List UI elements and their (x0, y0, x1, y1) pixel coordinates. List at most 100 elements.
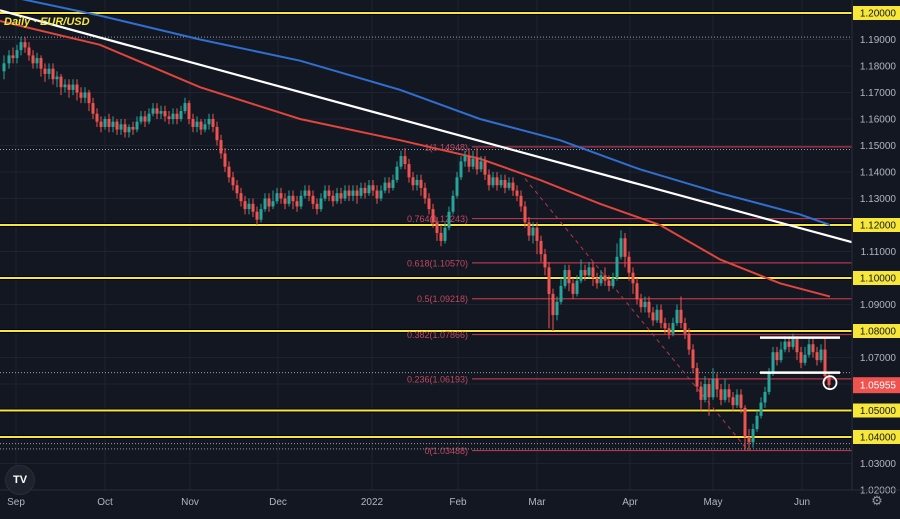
candle-body (279, 193, 283, 199)
moving-averages[interactable] (0, 0, 831, 298)
fib-label-0-236: 0.236(1.06193) (407, 374, 468, 384)
candle-body (87, 92, 91, 104)
sma-red-line[interactable] (0, 19, 831, 298)
candle-body (503, 179, 507, 188)
candle-body (167, 116, 171, 119)
candle-body (275, 193, 279, 202)
candle-body (459, 161, 463, 178)
candle-body (483, 161, 487, 175)
fib-label-0-5: 0.5(1.09218) (417, 294, 468, 304)
candle-body (647, 301, 651, 313)
price-tick-label: 1.19000 (860, 35, 897, 46)
tradingview-logo[interactable]: TV (5, 465, 35, 495)
candle-body (251, 203, 255, 212)
candle-body (759, 402, 763, 416)
candle-body (19, 42, 23, 51)
time-axis-background[interactable] (0, 490, 852, 514)
time-tick-jun: Jun (794, 497, 810, 508)
candle-body (227, 166, 231, 178)
candle-body (739, 394, 743, 408)
candle-body (579, 270, 583, 281)
candle-body (155, 108, 159, 114)
candle-body (303, 190, 307, 196)
candle-body (427, 198, 431, 210)
candle-body (271, 201, 275, 207)
candle-body (335, 193, 339, 202)
candle-body (323, 190, 327, 199)
candle-body (163, 111, 167, 117)
candle-body (339, 193, 343, 199)
candle-body (111, 121, 115, 127)
candle-body (183, 103, 187, 112)
candle-body (523, 206, 527, 223)
candle-body (403, 156, 407, 165)
candle-body (527, 222, 531, 236)
time-tick-nov: Nov (181, 497, 199, 508)
candle-body (583, 270, 587, 276)
time-axis[interactable]: Sep Oct Nov Dec 2022 Feb Mar Apr May Jun (7, 497, 810, 508)
price-axis-background[interactable] (852, 0, 900, 514)
candle-body (243, 201, 247, 210)
candle-body (811, 344, 815, 353)
candle-body (91, 103, 95, 114)
candle-body (783, 341, 787, 350)
candle-body (383, 182, 387, 191)
price-tick-label: 1.14000 (860, 168, 897, 179)
current-price-badge (853, 377, 900, 394)
candle-body (823, 349, 827, 377)
candle-body (219, 140, 223, 154)
fib-label-1: 1(1.14948) (424, 142, 468, 152)
chart-legend[interactable]: Daily · EUR/USD (4, 16, 90, 28)
fib-label-0: 0(1.03488) (424, 446, 468, 456)
candle-body (591, 267, 595, 278)
candle-body (135, 121, 139, 130)
candle-body (507, 182, 511, 188)
candle-body (439, 232, 443, 241)
candle-body (2, 63, 6, 72)
gear-icon[interactable]: ⚙ (871, 493, 883, 508)
candle-body (63, 84, 67, 88)
trendline-white[interactable] (0, 9, 853, 244)
support-resistance-levels[interactable] (0, 11, 852, 439)
candle-body (179, 111, 183, 119)
price-tick-label: 1.20000 (860, 9, 897, 20)
fibonacci-trend-diagonal[interactable] (524, 178, 749, 451)
candle-body (467, 156, 471, 167)
candle-body (103, 119, 107, 127)
candle-body (259, 209, 263, 220)
circle-marker[interactable] (822, 375, 838, 391)
candle-body (667, 328, 671, 334)
candle-body (815, 352, 819, 361)
candle-body (771, 352, 775, 374)
candle-body (295, 201, 299, 207)
candle-body (123, 124, 127, 133)
candle-body (235, 185, 239, 194)
candle-body (743, 407, 747, 437)
candle-body (115, 121, 119, 130)
sma-blue-line[interactable] (0, 0, 831, 226)
candle-body (55, 76, 59, 80)
fib-diagonal-line[interactable] (524, 178, 749, 451)
breakdown-circle-marker[interactable] (822, 375, 838, 391)
candle-body (367, 185, 371, 194)
candle-body (131, 126, 135, 130)
candle-body (675, 309, 679, 324)
descending-trendline[interactable] (0, 9, 853, 244)
candle-body (499, 179, 503, 186)
candle-body (35, 58, 39, 64)
candle-body (287, 195, 291, 204)
candle-body (707, 384, 711, 398)
candle-body (171, 113, 175, 119)
candle-body (819, 349, 823, 361)
candle-body (495, 177, 499, 186)
candle-body (343, 190, 347, 199)
candle-body (51, 68, 55, 80)
candle-body (807, 344, 811, 355)
candle-body (207, 119, 211, 125)
candle-body (223, 153, 227, 167)
candle-body (715, 378, 719, 390)
dotted-price-levels (0, 36, 852, 450)
consolidation-range-lines[interactable] (760, 336, 840, 374)
